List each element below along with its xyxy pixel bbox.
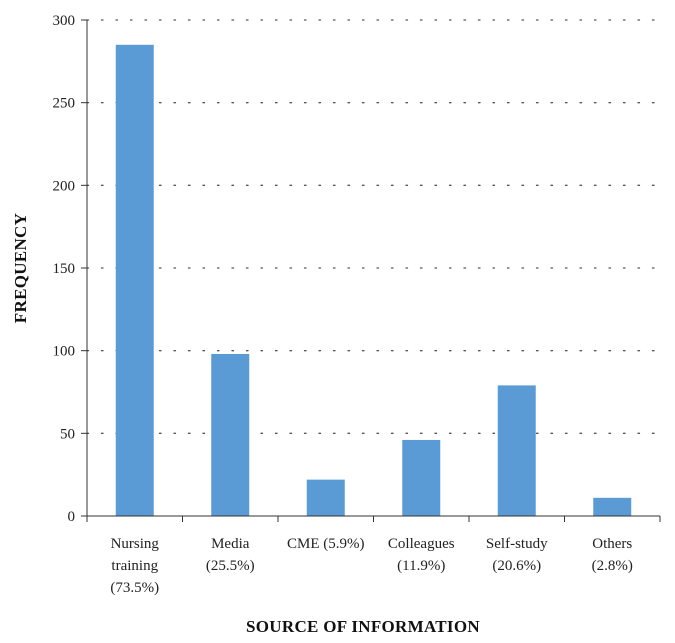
x-tick-label: Self-study (20.6%) bbox=[486, 536, 548, 574]
bar bbox=[497, 385, 536, 516]
grid-lines bbox=[86, 19, 661, 434]
y-tick-label: 0 bbox=[68, 509, 76, 525]
x-tick-label: Others (2.8%) bbox=[592, 536, 633, 574]
bar bbox=[115, 44, 154, 517]
y-tick-label: 300 bbox=[53, 13, 76, 29]
x-tick-label: CME (5.9%) bbox=[287, 536, 365, 552]
bars bbox=[115, 44, 632, 517]
y-tick-label: 50 bbox=[60, 426, 75, 442]
bar bbox=[593, 497, 632, 516]
y-tick-label: 200 bbox=[53, 178, 76, 194]
bar bbox=[306, 479, 345, 516]
x-axis-title: SOURCE OF INFORMATION bbox=[246, 617, 480, 636]
x-tick-labels: Nursing training (73.5%) Media (25.5%) CME (5… bbox=[110, 536, 633, 596]
bar bbox=[402, 439, 441, 516]
y-axis-title: FREQUENCY bbox=[11, 213, 30, 323]
x-tick-label: Nursing training (73.5%) bbox=[110, 536, 159, 596]
y-tick-label: 250 bbox=[53, 96, 76, 112]
bar bbox=[211, 353, 250, 516]
y-tick-label: 100 bbox=[53, 344, 76, 360]
x-tick-label: Media (25.5%) bbox=[206, 536, 255, 574]
y-tick-labels: 0 50 100 150 200 250 300 bbox=[53, 13, 76, 525]
y-tick-label: 150 bbox=[53, 261, 76, 277]
axes bbox=[81, 19, 661, 522]
x-tick-label: Colleagues (11.9%) bbox=[388, 536, 455, 574]
